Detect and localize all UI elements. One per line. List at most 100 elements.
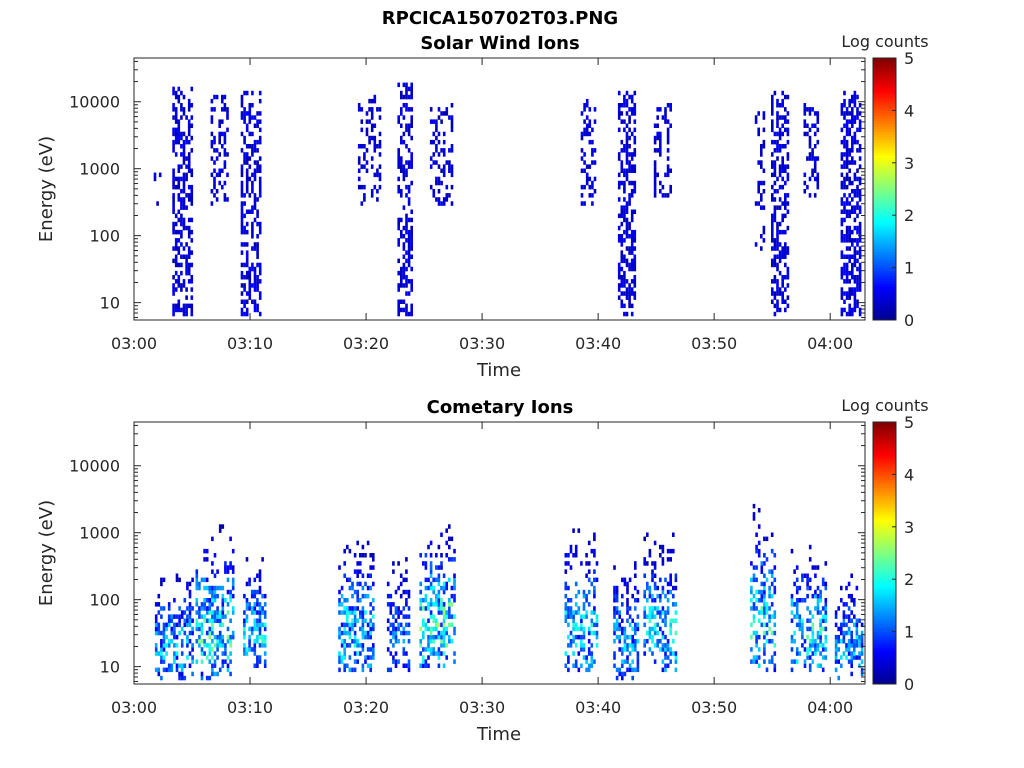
heatmap-cell	[843, 193, 846, 198]
heatmap-cell	[771, 103, 774, 108]
heatmap-cell	[816, 184, 820, 190]
heatmap-cell	[243, 283, 246, 288]
colorbar-segment	[873, 71, 896, 75]
heatmap-cell	[211, 598, 214, 603]
heatmap-cell	[784, 107, 787, 112]
heatmap-cell	[781, 184, 784, 190]
heatmap-cell	[814, 565, 817, 570]
colorbar-segment	[873, 133, 896, 138]
heatmap-cell	[858, 176, 862, 182]
heatmap-cell	[245, 299, 249, 304]
heatmap-cell	[771, 291, 774, 296]
heatmap-cell	[661, 659, 665, 664]
heatmap-cell	[419, 581, 422, 587]
heatmap-cell	[402, 299, 406, 304]
heatmap-cell	[338, 651, 341, 656]
heatmap-cell	[585, 172, 589, 178]
heatmap-cell	[808, 135, 812, 141]
heatmap-cell	[223, 135, 227, 141]
heatmap-cell	[666, 639, 670, 644]
heatmap-cell	[429, 614, 433, 619]
heatmap-cell	[621, 675, 624, 681]
heatmap-cell	[378, 164, 382, 169]
colorbar-segment	[873, 668, 896, 672]
heatmap-cell	[245, 229, 249, 235]
heatmap-cell	[801, 618, 804, 623]
colorbar-segment	[873, 102, 896, 106]
heatmap-cell	[402, 164, 406, 169]
heatmap-cell	[397, 258, 400, 264]
heatmap-cell	[172, 90, 175, 96]
heatmap-cell	[410, 152, 413, 157]
heatmap-cell	[248, 287, 252, 292]
heatmap-cell	[167, 618, 171, 623]
heatmap-cell	[195, 577, 199, 583]
heatmap-cell	[763, 643, 766, 648]
heatmap-cell	[843, 270, 846, 276]
heatmap-cell	[593, 548, 596, 554]
heatmap-cell	[858, 275, 862, 280]
heatmap-cell	[781, 115, 784, 120]
heatmap-cell	[448, 544, 451, 550]
heatmap-cell	[172, 311, 175, 317]
colorbar-segment	[873, 181, 896, 185]
heatmap-cell	[773, 589, 777, 595]
heatmap-cell	[216, 610, 219, 615]
heatmap-cell	[781, 131, 784, 137]
heatmap-cell	[590, 622, 594, 628]
heatmap-cell	[231, 593, 235, 599]
heatmap-cell	[173, 655, 176, 660]
colorbar-segment	[873, 647, 896, 651]
heatmap-cell	[773, 213, 777, 219]
heatmap-cell	[636, 651, 640, 656]
heatmap-cell	[440, 602, 443, 607]
heatmap-cell	[674, 610, 678, 615]
heatmap-cell	[633, 90, 637, 96]
heatmap-cell	[167, 614, 171, 619]
heatmap-cell	[251, 115, 254, 120]
heatmap-cell	[243, 213, 246, 219]
colorbar-segment	[873, 251, 896, 255]
heatmap-cell	[188, 651, 192, 656]
heatmap-cell	[205, 585, 209, 591]
heatmap-cell	[373, 94, 377, 100]
heatmap-cell	[208, 618, 212, 623]
heatmap-cell	[445, 581, 448, 587]
heatmap-cell	[182, 94, 186, 100]
colorbar-segment	[873, 518, 896, 523]
heatmap-cell	[814, 589, 817, 595]
heatmap-cell	[848, 234, 851, 239]
heatmap-cell	[256, 622, 259, 628]
heatmap-cell	[172, 287, 175, 292]
heatmap-cell	[240, 168, 244, 173]
heatmap-cell	[643, 639, 646, 644]
heatmap-cell	[258, 291, 262, 296]
heatmap-cell	[771, 258, 774, 264]
heatmap-cell	[256, 626, 259, 632]
heatmap-cell	[174, 262, 178, 268]
heatmap-cell	[781, 144, 784, 149]
heatmap-cell	[618, 610, 621, 615]
heatmap-cell	[200, 602, 204, 607]
colorbar-segment	[873, 202, 896, 206]
heatmap-cell	[773, 651, 777, 656]
colorbar-segment	[873, 553, 896, 557]
heatmap-cell	[630, 168, 634, 173]
heatmap-cell	[630, 311, 634, 317]
heatmap-cell	[651, 614, 654, 619]
heatmap-cell	[776, 242, 779, 247]
heatmap-cell	[253, 622, 257, 628]
heatmap-cell	[442, 610, 446, 615]
heatmap-cell	[175, 655, 179, 660]
heatmap-cell	[847, 659, 851, 664]
heatmap-cell	[191, 606, 194, 611]
colorbar-segment	[873, 422, 896, 426]
heatmap-cell	[593, 119, 597, 124]
colorbar-segment	[873, 500, 896, 504]
heatmap-cell	[613, 622, 616, 628]
heatmap-cell	[771, 184, 774, 190]
heatmap-cell	[343, 647, 346, 652]
heatmap-cell	[653, 565, 657, 570]
heatmap-cell	[405, 598, 408, 603]
heatmap-cell	[253, 168, 257, 173]
